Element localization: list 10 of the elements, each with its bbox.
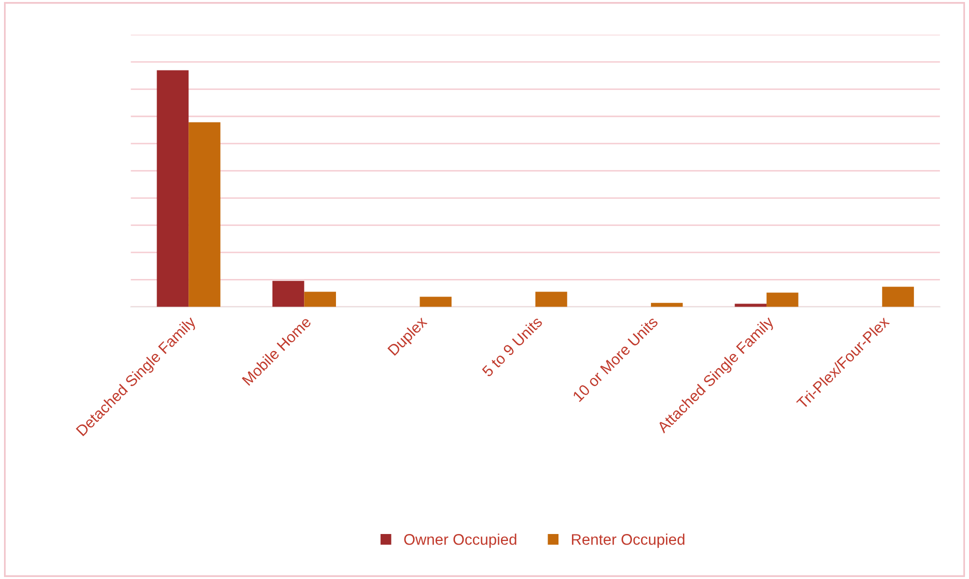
bar bbox=[304, 292, 336, 307]
legend-label: Owner Occupied bbox=[404, 534, 516, 548]
bar bbox=[272, 280, 304, 307]
bar bbox=[882, 286, 914, 307]
bar bbox=[188, 122, 220, 307]
bar bbox=[535, 292, 568, 307]
bar bbox=[766, 292, 798, 307]
bar bbox=[420, 296, 452, 307]
legend-label: Renter Occupied bbox=[572, 534, 684, 548]
bar bbox=[156, 70, 189, 307]
